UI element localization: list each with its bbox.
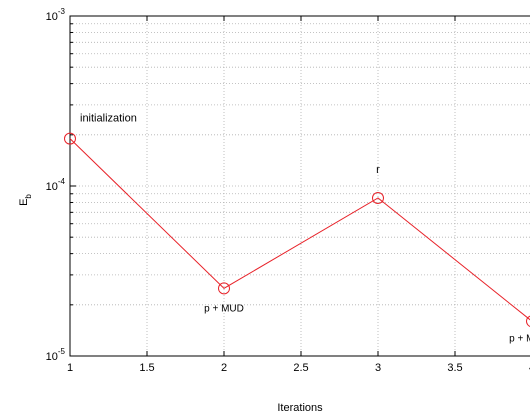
x-axis-label: Iterations xyxy=(277,402,323,414)
x-tick-label: 2.5 xyxy=(293,362,308,374)
data-point-marker xyxy=(526,315,530,327)
annotation-label: r xyxy=(376,164,380,176)
x-tick-label: 3 xyxy=(375,362,381,374)
grid-lines xyxy=(69,15,530,357)
data-point-marker xyxy=(64,132,76,145)
y-axis-label-subscript: b xyxy=(24,194,33,199)
data-point-marker xyxy=(372,191,384,204)
x-tick-label: 3.5 xyxy=(447,362,462,374)
y-axis-label-main: E xyxy=(18,199,30,206)
data-point-marker xyxy=(218,282,230,295)
annotation-label: p + MUD xyxy=(509,333,530,344)
y-tick-label: 10-5 xyxy=(46,347,66,363)
y-axis: 10-5 10-4 10-3 xyxy=(46,7,76,363)
series-line xyxy=(69,138,530,321)
y-tick-label: 10-3 xyxy=(46,7,66,23)
annotations: initialization p + MUD r p + MUD xyxy=(80,113,530,345)
annotation-label: initialization xyxy=(80,113,137,125)
y-axis-label: Eb xyxy=(18,194,33,206)
annotation-label: p + MUD xyxy=(204,303,244,314)
data-series xyxy=(64,132,530,327)
x-tick-label: 1 xyxy=(67,362,73,374)
x-tick-label: 1.5 xyxy=(139,362,154,374)
x-tick-label: 4 xyxy=(529,362,530,374)
x-axis: 1 1.5 2 2.5 3 3.5 4 xyxy=(67,16,530,374)
x-tick-label: 2 xyxy=(221,362,227,374)
y-tick-label: 10-4 xyxy=(46,177,66,193)
